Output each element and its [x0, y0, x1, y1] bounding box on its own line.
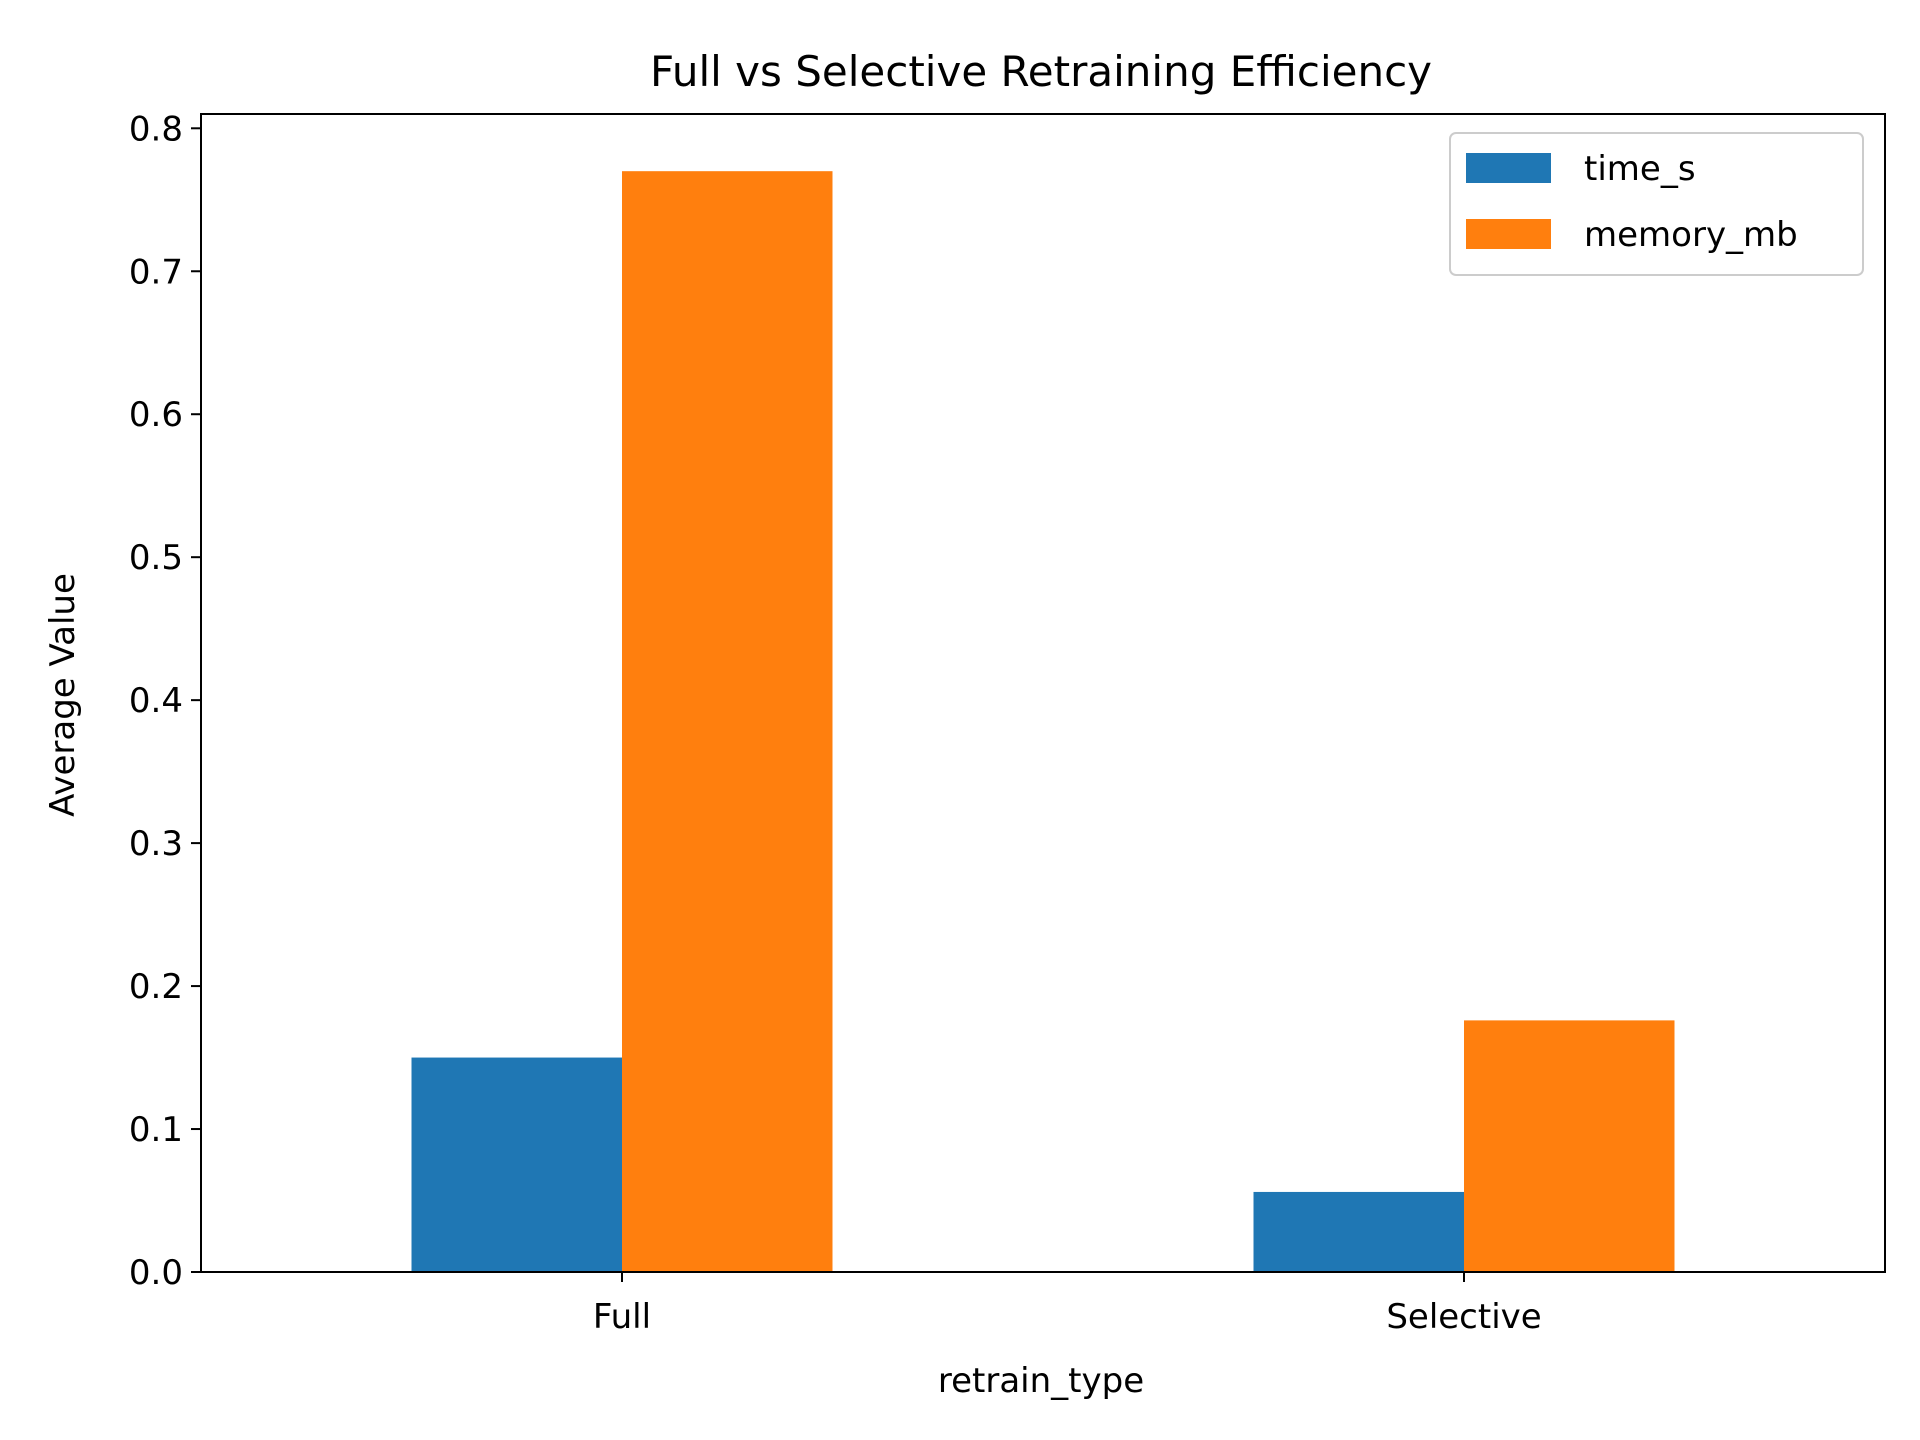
bar-time_s-full [411, 1057, 622, 1272]
y-tick-label: 0.0 [129, 1253, 183, 1293]
chart-title: Full vs Selective Retraining Efficiency [650, 47, 1432, 96]
y-tick-label: 0.7 [129, 252, 183, 292]
legend-swatch-time_s [1466, 153, 1551, 183]
axes-frame [200, 113, 1886, 1273]
y-axis-label: Average Value [43, 573, 83, 817]
x-axis-label: retrain_type [938, 1361, 1144, 1401]
legend: time_s memory_mb [1449, 132, 1864, 276]
x-tick-label: Full [593, 1297, 651, 1337]
legend-label-time_s: time_s [1584, 149, 1696, 189]
plot-area: 0.0 0.1 0.2 0.3 0.4 0.5 0.6 0.7 0.8 Full Selective [129, 109, 1886, 1337]
y-tick-label: 0.6 [129, 395, 183, 435]
bar-memory_mb-full [622, 171, 833, 1272]
y-tick-label: 0.4 [129, 681, 183, 721]
legend-label-memory_mb: memory_mb [1584, 215, 1798, 255]
legend-box [1449, 132, 1864, 276]
legend-swatch-memory_mb [1466, 219, 1551, 249]
bar-time_s-selective [1253, 1191, 1464, 1272]
y-tick-label: 0.1 [129, 1110, 183, 1150]
y-tick-label: 0.2 [129, 967, 183, 1007]
y-tick-label: 0.3 [129, 824, 183, 864]
y-tick-label: 0.8 [129, 109, 183, 149]
y-tick-label: 0.5 [129, 538, 183, 578]
bar-memory_mb-selective [1464, 1020, 1675, 1272]
x-tick-label: Selective [1386, 1297, 1541, 1337]
